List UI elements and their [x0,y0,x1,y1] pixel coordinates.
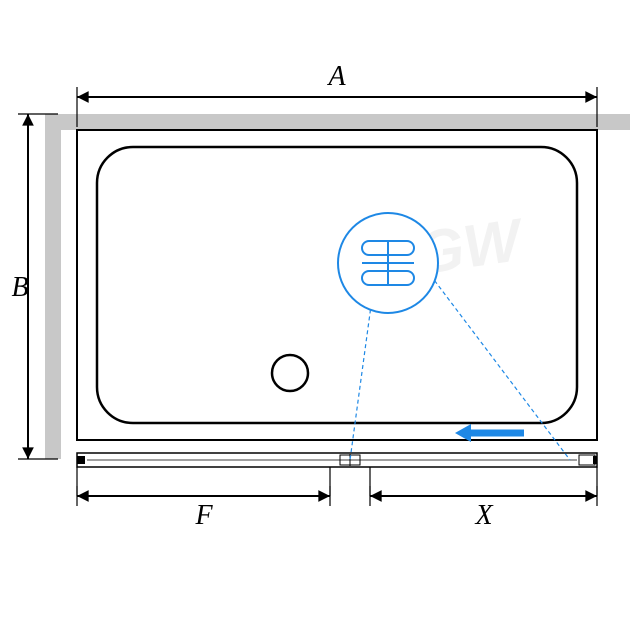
dim-label-B: B [11,272,28,303]
wall-left [45,114,61,459]
diagram-svg: RGW ABFX [0,0,641,641]
dim-label-X: X [474,500,493,531]
wall-top [45,114,630,130]
dim-label-F: F [194,500,213,531]
tray-inner-rect [97,147,577,423]
tray-outer-rect [77,130,597,440]
dim-label-A: A [326,61,346,92]
drain-circle [272,355,308,391]
bottom-rail [77,453,597,467]
diagram-root: RGW ABFX [0,0,641,641]
